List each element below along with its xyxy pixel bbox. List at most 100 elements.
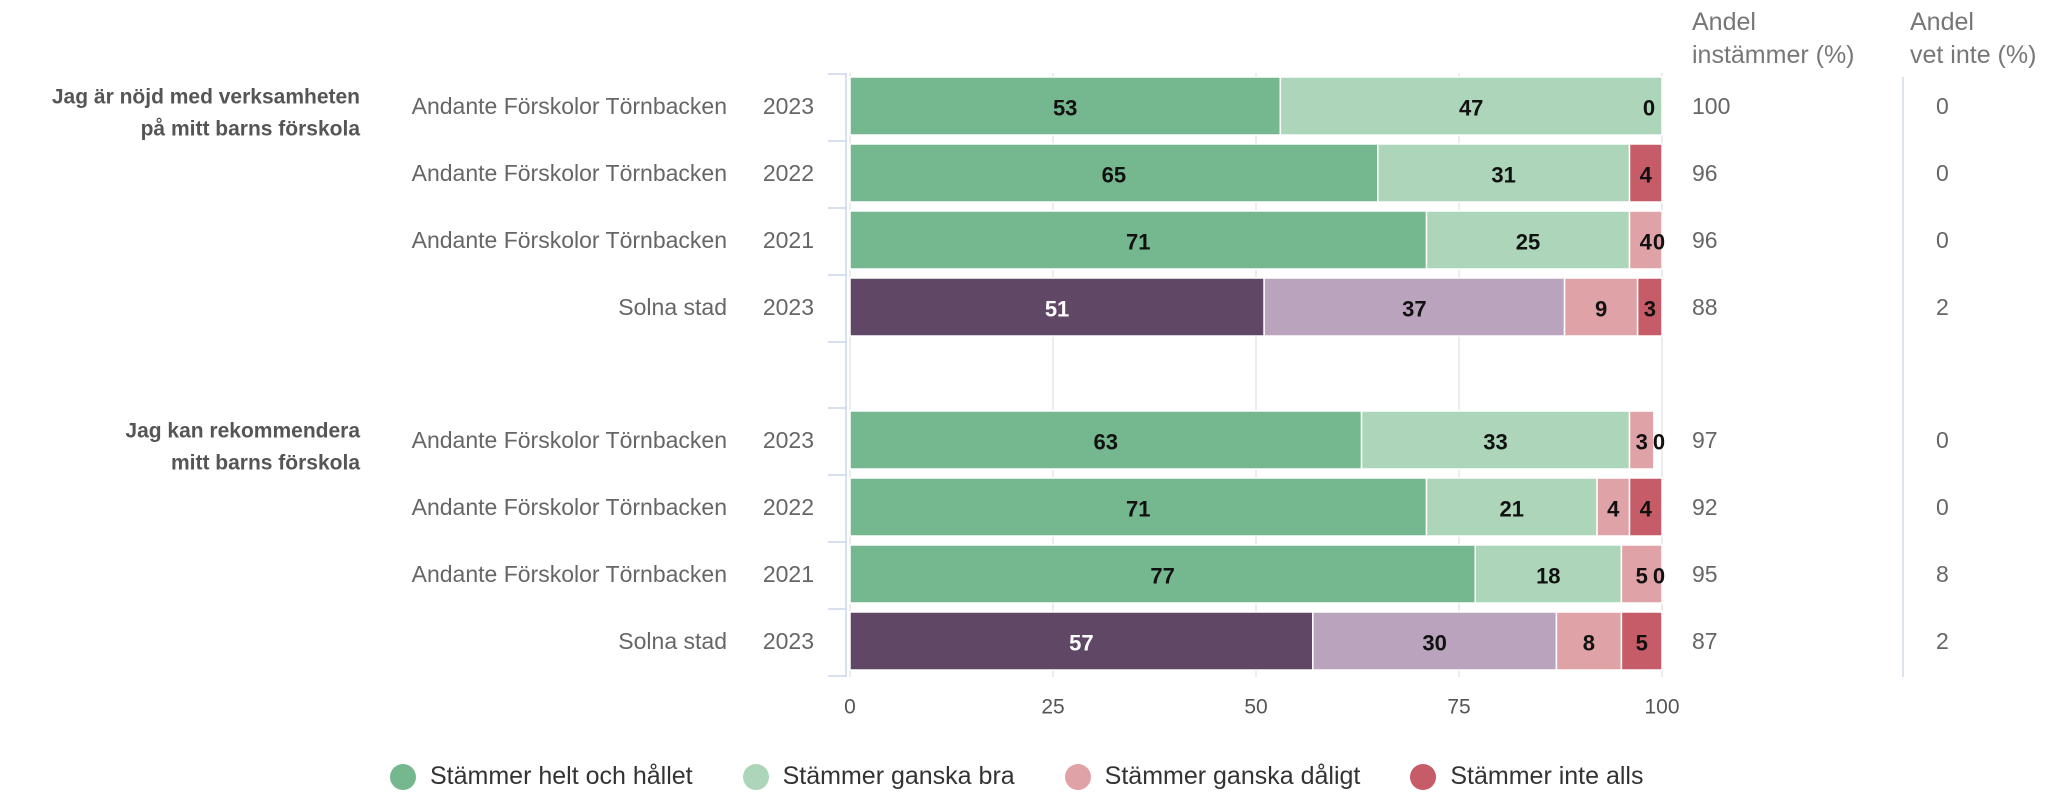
legend-item-ganska-daligt[interactable]: Stämmer ganska dåligt <box>1064 762 1361 791</box>
data-label-s0-r7: 57 <box>1069 631 1093 656</box>
bar-segment-s1-r3 <box>1263 277 1566 337</box>
legend-label-helt: Stämmer helt och hållet <box>430 762 693 790</box>
row-unit-label: Andante Förskolor Törnbacken <box>412 93 727 119</box>
data-label-s2-r3: 9 <box>1595 297 1607 322</box>
data-label-s0-r4: 63 <box>1094 430 1118 455</box>
bar-segment-s2-r4 <box>1628 410 1655 470</box>
legend-swatch-ganska-bra <box>742 763 769 790</box>
bar-segment-s2-r2 <box>1628 210 1663 270</box>
unknown-header-line2: vet inte (%) <box>1910 41 2036 69</box>
data-label-s2-r5: 4 <box>1607 497 1620 522</box>
row-year-label: 2022 <box>763 494 814 520</box>
agree-value: 88 <box>1692 294 1718 320</box>
legend-item-helt[interactable]: Stämmer helt och hållet <box>390 762 693 791</box>
agree-value: 92 <box>1692 494 1718 520</box>
data-label-s1-r4: 33 <box>1483 430 1507 455</box>
data-label-s0-r1: 65 <box>1102 163 1126 188</box>
unknown-value: 8 <box>1936 561 1949 587</box>
row-year-label: 2023 <box>763 427 814 453</box>
row-unit-label: Andante Förskolor Törnbacken <box>412 227 727 253</box>
question-label-0-0: Jag är nöjd med verksamheten <box>52 86 360 109</box>
bar-segment-s1-r7 <box>1312 611 1558 671</box>
x-tick-label-50: 50 <box>1244 696 1267 719</box>
row-year-label: 2021 <box>763 227 814 253</box>
data-label-s0-r3: 51 <box>1045 297 1069 322</box>
data-label-s3-r2: 0 <box>1653 230 1665 255</box>
data-label-s2-r7: 8 <box>1583 631 1595 656</box>
row-unit-label: Solna stad <box>618 294 727 320</box>
data-label-s1-r7: 30 <box>1422 631 1446 656</box>
row-unit-label: Andante Förskolor Törnbacken <box>412 160 727 186</box>
bar-segment-s2-r5 <box>1596 477 1631 537</box>
row-year-label: 2023 <box>763 93 814 119</box>
agree-value: 87 <box>1692 628 1718 654</box>
data-label-s2-r0: 0 <box>1643 96 1655 121</box>
legend-label-inte-alls: Stämmer inte alls <box>1450 762 1644 790</box>
data-label-s1-r6: 18 <box>1536 564 1560 589</box>
unknown-value: 0 <box>1936 227 1949 253</box>
unknown-value: 0 <box>1936 427 1949 453</box>
unknown-value: 0 <box>1936 494 1949 520</box>
data-label-s3-r3: 3 <box>1644 297 1656 322</box>
x-tick-label-25: 25 <box>1041 696 1064 719</box>
agree-value: 100 <box>1692 93 1730 119</box>
bar-segment-s1-r4 <box>1360 410 1631 470</box>
unknown-value: 0 <box>1936 93 1949 119</box>
row-unit-label: Andante Förskolor Törnbacken <box>412 561 727 587</box>
legend-swatch-helt <box>390 763 416 790</box>
question-label-1-1: mitt barns förskola <box>171 452 360 475</box>
x-tick-label-0: 0 <box>844 696 856 719</box>
agree-value: 95 <box>1692 561 1718 587</box>
data-label-s1-r0: 47 <box>1459 96 1483 121</box>
agree-value: 97 <box>1692 427 1718 453</box>
bar-segment-s0-r5 <box>849 477 1428 537</box>
data-label-s1-r2: 25 <box>1516 230 1540 255</box>
bar-segment-s0-r2 <box>849 210 1428 270</box>
row-unit-label: Andante Förskolor Törnbacken <box>412 494 727 520</box>
data-label-s1-r5: 21 <box>1500 497 1524 522</box>
row-year-label: 2022 <box>763 160 814 186</box>
row-unit-label: Solna stad <box>618 628 727 654</box>
legend-item-ganska-bra[interactable]: Stämmer ganska bra <box>742 762 1015 791</box>
bar-segment-s1-r5 <box>1425 477 1598 537</box>
legend-label-ganska-bra: Stämmer ganska bra <box>782 762 1015 790</box>
agree-header-line2: instämmer (%) <box>1692 41 1855 69</box>
data-label-s2-r4: 3 <box>1636 430 1648 455</box>
bar-segment-s1-r2 <box>1425 210 1631 270</box>
data-label-s1-r1: 31 <box>1491 163 1515 188</box>
data-label-s0-r6: 77 <box>1150 564 1174 589</box>
data-label-s0-r2: 71 <box>1126 230 1150 255</box>
unknown-value: 0 <box>1936 160 1949 186</box>
row-unit-label: Andante Förskolor Törnbacken <box>412 427 727 453</box>
bar-segment-s3-r7 <box>1620 611 1663 671</box>
legend-label-ganska-daligt: Stämmer ganska dåligt <box>1104 762 1361 790</box>
agree-value: 96 <box>1692 160 1718 186</box>
x-tick-label-75: 75 <box>1447 696 1470 719</box>
x-tick-label-100: 100 <box>1644 696 1679 719</box>
data-label-s3-r4: 0 <box>1653 430 1665 455</box>
data-label-s3-r7: 5 <box>1636 631 1648 656</box>
legend-swatch-ganska-daligt <box>1064 763 1091 790</box>
bar-segment-s3-r5 <box>1628 477 1663 537</box>
row-year-label: 2023 <box>763 628 814 654</box>
bar-segment-s1-r0 <box>1279 76 1663 136</box>
agree-value: 96 <box>1692 227 1718 253</box>
data-label-s1-r3: 37 <box>1402 297 1426 322</box>
bar-segment-s0-r1 <box>849 143 1379 203</box>
legend-swatch-inte-alls <box>1410 763 1437 790</box>
bar-segment-s3-r1 <box>1628 143 1663 203</box>
question-label-0-1: på mitt barns förskola <box>141 118 361 141</box>
unknown-header-line1: Andel <box>1910 8 1974 36</box>
bar-segment-s3-r3 <box>1636 277 1663 337</box>
data-label-s2-r6: 5 <box>1636 564 1648 589</box>
bar-segment-s0-r7 <box>849 611 1314 671</box>
bar-segment-s2-r6 <box>1620 544 1663 604</box>
legend: Stämmer helt och hållet Stämmer ganska b… <box>390 762 1643 791</box>
data-label-s0-r5: 71 <box>1126 497 1150 522</box>
bar-segment-s0-r3 <box>849 277 1265 337</box>
bar-segment-s0-r0 <box>849 76 1282 136</box>
bar-segment-s0-r4 <box>849 410 1363 470</box>
legend-item-inte-alls[interactable]: Stämmer inte alls <box>1410 762 1643 791</box>
data-label-s3-r5: 4 <box>1640 497 1653 522</box>
